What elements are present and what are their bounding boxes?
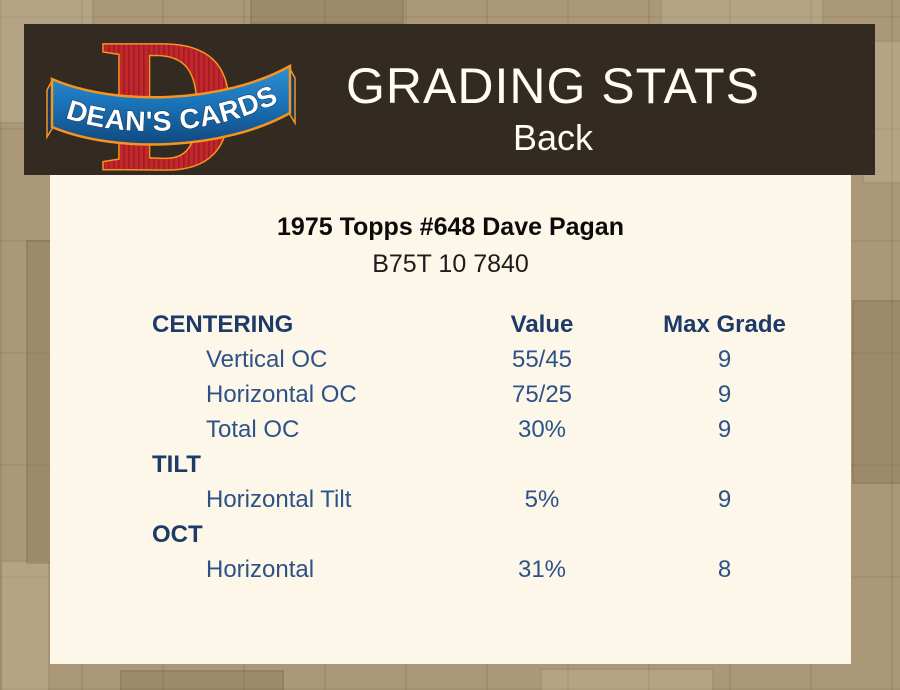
table-header-row: CENTERING Value Max Grade (152, 307, 852, 342)
row-value: 75/25 (511, 381, 573, 408)
ghost-card (852, 300, 900, 484)
ghost-card (120, 670, 284, 690)
row-max-grade: 9 (717, 381, 732, 408)
table-row-horizontal-tilt: Horizontal Tilt 5% 9 (152, 482, 852, 517)
empty-cell (642, 447, 807, 482)
table-row-oct-horizontal: Horizontal 31% 8 (152, 552, 852, 587)
section-row-oct: OCT (152, 517, 852, 552)
page-subtitle: Back (512, 117, 594, 158)
section-header-tilt: TILT (152, 451, 201, 478)
empty-cell (442, 447, 642, 482)
grading-table: CENTERING Value Max Grade Vertical OC 55… (152, 307, 852, 587)
table-row-vertical-oc: Vertical OC 55/45 9 (152, 342, 852, 377)
row-label: Horizontal OC (206, 381, 357, 408)
row-max-grade: 9 (717, 486, 732, 513)
row-max-grade: 9 (717, 416, 732, 443)
row-label: Vertical OC (206, 346, 328, 373)
table-row-total-oc: Total OC 30% 9 (152, 412, 852, 447)
row-label: Horizontal Tilt (206, 486, 352, 513)
row-label: Horizontal (206, 556, 315, 583)
empty-cell (642, 517, 807, 552)
table-row-horizontal-oc: Horizontal OC 75/25 9 (152, 377, 852, 412)
column-header-value: Value (510, 311, 574, 338)
header-titles: GRADING STATS Back (231, 57, 875, 161)
column-header-max-grade: Max Grade (663, 311, 786, 338)
row-value: 30% (517, 416, 567, 443)
row-max-grade: 8 (717, 556, 732, 583)
row-max-grade: 9 (717, 346, 732, 373)
row-value: 5% (524, 486, 560, 513)
logo-ribbon (50, 63, 292, 146)
empty-cell (442, 517, 642, 552)
row-value: 55/45 (511, 346, 573, 373)
row-value: 31% (517, 556, 567, 583)
card-code: B75T 10 7840 (372, 250, 529, 278)
stats-panel: 1975 Topps #648 Dave Pagan B75T 10 7840 … (50, 175, 851, 664)
ghost-card (540, 668, 714, 690)
section-row-tilt: TILT (152, 447, 852, 482)
ghost-card (0, 560, 50, 690)
page-title: GRADING STATS (346, 58, 760, 114)
section-header-oct: OCT (152, 521, 203, 548)
header-banner: D DEAN'S CARDS GRADING STATS Back (24, 0, 875, 213)
row-label: Total OC (206, 416, 300, 443)
card-title: 1975 Topps #648 Dave Pagan (277, 213, 624, 241)
section-header-centering: CENTERING (152, 311, 294, 338)
ghost-card (250, 0, 404, 24)
